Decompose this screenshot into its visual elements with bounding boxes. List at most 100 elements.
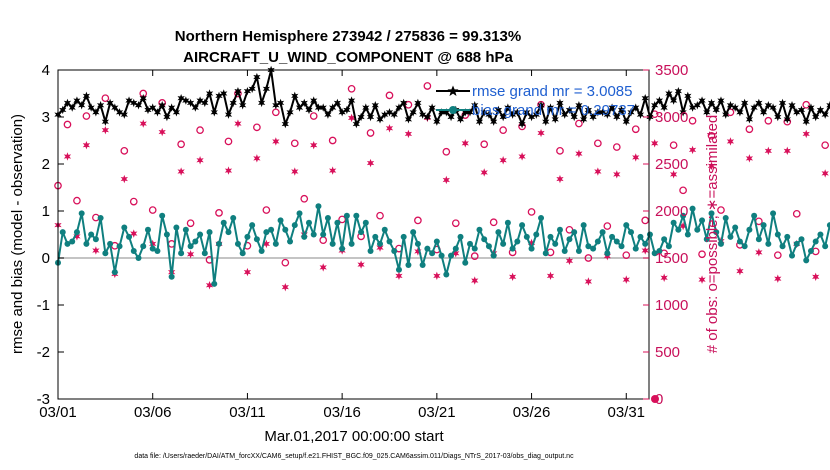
series-point (684, 231, 691, 238)
series-point (291, 91, 299, 101)
series-point (97, 215, 104, 222)
series-point (343, 212, 350, 219)
series-point (485, 110, 493, 119)
obs-possible-point (622, 251, 631, 260)
obs-assimilated-point (101, 125, 109, 135)
series-point (310, 231, 317, 238)
obs-possible-point (63, 120, 72, 129)
series-point (324, 110, 332, 119)
series-point (504, 219, 511, 226)
series-point (651, 250, 658, 257)
series-point (471, 101, 479, 110)
series-point (604, 250, 611, 257)
series-point (584, 105, 593, 115)
series-point (481, 236, 488, 243)
series-point (357, 112, 365, 122)
obs-assimilated-point (508, 272, 517, 281)
series-point (211, 280, 218, 287)
obs-possible-point (186, 219, 195, 228)
series-point (585, 243, 592, 250)
obs-assimilated-point (461, 139, 469, 148)
series-point (680, 212, 687, 219)
series-point (395, 103, 403, 112)
obs-possible-point (215, 209, 223, 217)
series-point (793, 240, 800, 247)
series-point (784, 233, 791, 240)
series-point (571, 229, 578, 236)
series-point (381, 110, 389, 119)
obs-possible-point (262, 206, 271, 214)
plot-frame (57, 69, 650, 400)
obs-possible-point (717, 206, 725, 214)
series-point (225, 229, 232, 236)
series-point (594, 238, 601, 245)
series-point (59, 105, 67, 115)
obs-assimilated-point (480, 168, 488, 177)
series-point (376, 115, 384, 124)
obs-assimilated-point (471, 276, 479, 285)
series-point (542, 250, 549, 257)
series-point (797, 105, 806, 115)
obs-assimilated-point (139, 119, 147, 128)
series-point (547, 233, 554, 240)
series-point (262, 84, 270, 93)
obs-assimilated-point (281, 282, 289, 292)
series-point (826, 222, 830, 229)
obs-assimilated-point (442, 175, 450, 185)
series-point (599, 229, 606, 236)
series-point (694, 226, 701, 233)
series-point (69, 238, 76, 245)
y-right-tick-label: 3500 (655, 62, 688, 79)
y-right-tick-label: 500 (655, 344, 680, 361)
series-point (726, 101, 735, 110)
series-point (556, 98, 564, 108)
obs-possible-point (366, 129, 375, 137)
series-point (519, 222, 526, 229)
series-point (447, 112, 455, 122)
series-point (661, 236, 668, 243)
series-point (448, 252, 455, 259)
obs-assimilated-point (537, 128, 545, 138)
series-point (623, 222, 630, 229)
obs-possible-point (764, 116, 773, 125)
series-point (822, 243, 829, 250)
y-tick-label: -1 (37, 297, 50, 314)
series-point (669, 96, 678, 105)
series-point (438, 252, 445, 259)
series-point (338, 108, 346, 117)
obs-assimilated-point (707, 161, 716, 171)
series-point (656, 247, 663, 254)
series-point (632, 103, 640, 112)
series-point (239, 101, 247, 110)
series-point (301, 233, 308, 240)
series-point (429, 250, 436, 257)
y-tick-label: 1 (42, 203, 50, 220)
series-point (319, 103, 327, 112)
series-point (281, 119, 289, 129)
series-point (793, 108, 801, 117)
obs-assimilated-point (357, 260, 365, 269)
x-tick-label: 03/01 (39, 404, 77, 421)
series-point (362, 219, 369, 226)
series-point (717, 96, 725, 105)
series-point (135, 255, 142, 261)
x-axis-label: Mar.01,2017 00:00:00 start (264, 428, 444, 445)
series-point (276, 98, 285, 108)
series-point (580, 115, 588, 124)
legend: rmse grand mr = 3.0085 bias grand mr = 0… (436, 83, 635, 119)
series-point (603, 110, 611, 119)
series-point (646, 231, 653, 238)
obs-possible-point (594, 139, 602, 148)
series-point (102, 250, 109, 257)
series-point (732, 224, 739, 231)
series-point (518, 119, 526, 129)
obs-possible-point (480, 140, 489, 149)
series-point (537, 101, 545, 110)
obs-assimilated-point (764, 146, 772, 156)
series-point (542, 117, 550, 126)
series-point (367, 247, 374, 254)
series-point (272, 101, 280, 110)
series-point (523, 233, 530, 240)
obs-assimilated-point (73, 232, 81, 241)
obs-possible-point (196, 126, 204, 135)
